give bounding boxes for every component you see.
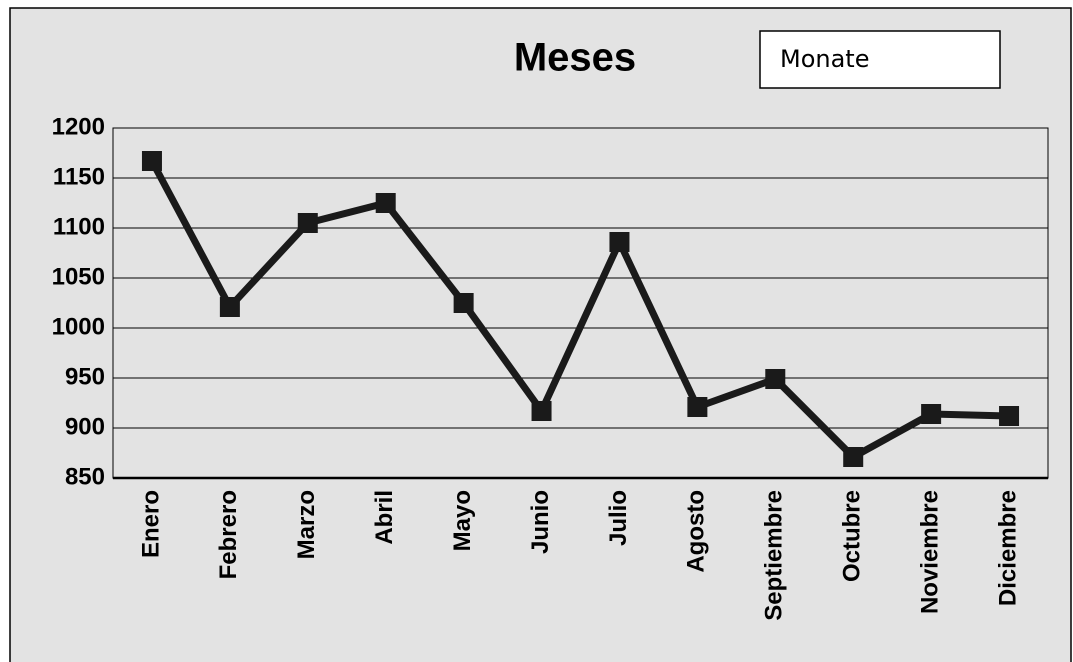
x-tick-label: Agosto (683, 490, 710, 573)
legend-box (759, 30, 1001, 89)
series-line (148, 159, 1010, 461)
x-tick-label: Febrero (215, 490, 242, 579)
y-tick-label: 1100 (53, 213, 105, 240)
x-tick-label: Enero (137, 490, 164, 558)
x-tick-label: Octubre (839, 490, 866, 582)
point-marker (219, 297, 240, 317)
point-marker (297, 213, 318, 233)
chart-title: Meses (514, 36, 636, 80)
legend-label: Monate (780, 45, 869, 73)
x-tick-label: Julio (605, 490, 632, 546)
point-marker (453, 293, 474, 313)
x-tick-label: Junio (527, 490, 554, 554)
point-marker (999, 406, 1020, 426)
point-marker (609, 232, 630, 252)
y-tick-label: 900 (65, 413, 105, 440)
point-marker (375, 193, 396, 213)
point-marker (687, 397, 708, 417)
y-tick-label: 850 (65, 463, 105, 490)
y-tick-label: 1150 (53, 163, 105, 190)
point-marker (765, 369, 786, 389)
y-tick-label: 1050 (52, 263, 105, 290)
x-tick-label: Septiembre (761, 490, 788, 621)
x-tick-label: Abril (371, 490, 398, 545)
y-tick-label: 1000 (52, 313, 105, 340)
x-tick-label: Mayo (449, 490, 476, 551)
point-marker (921, 404, 942, 424)
x-tick-label: Diciembre (994, 490, 1021, 606)
point-marker (531, 401, 552, 421)
point-marker (141, 151, 162, 171)
y-tick-label: 1200 (52, 113, 105, 140)
point-marker (843, 447, 864, 467)
y-tick-label: 950 (65, 363, 105, 390)
x-tick-label: Marzo (293, 490, 320, 559)
x-tick-label: Noviembre (916, 490, 943, 614)
